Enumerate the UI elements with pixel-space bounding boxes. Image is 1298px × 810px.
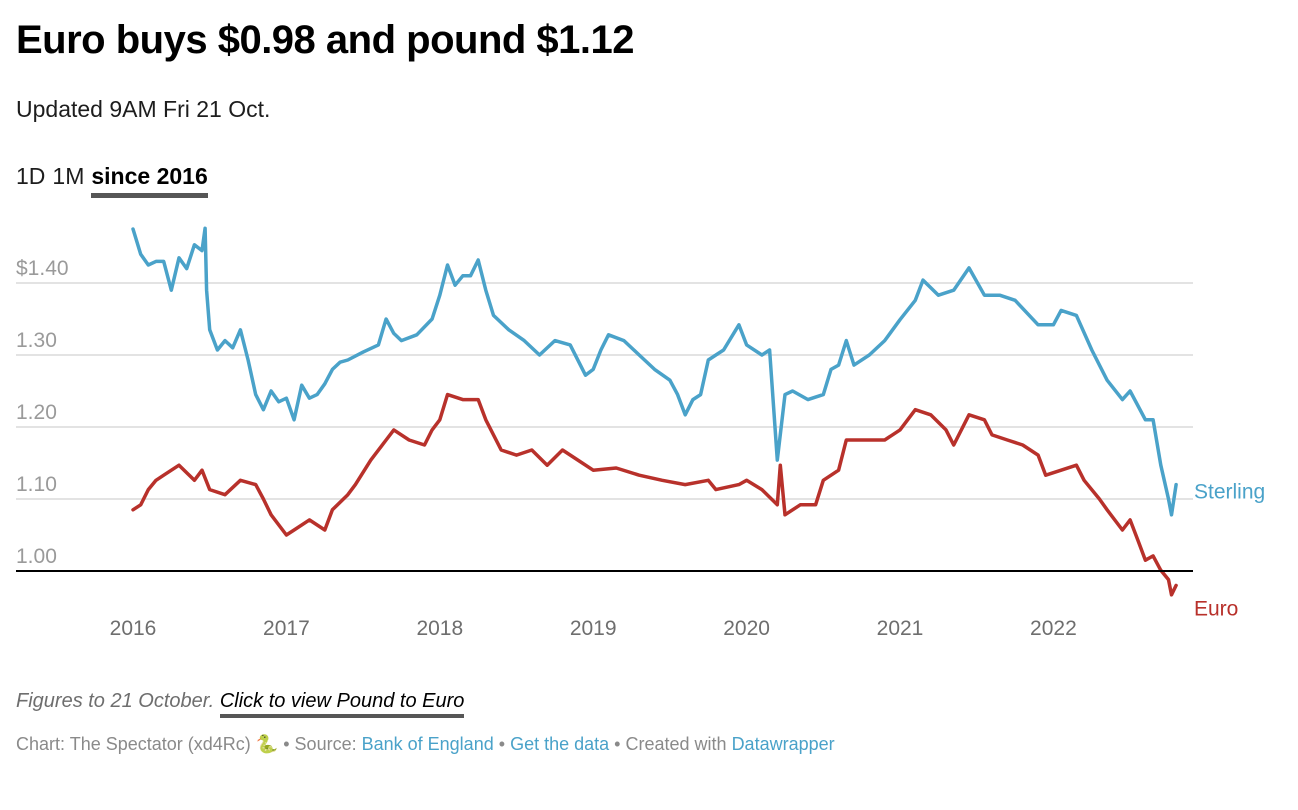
separator: • <box>498 734 506 754</box>
chart-footer: Chart: The Spectator (xd4Rc) 🐍 • Source:… <box>16 734 835 755</box>
series-lines <box>131 226 1178 597</box>
source-link[interactable]: Bank of England <box>361 734 494 754</box>
chart-subtitle: Updated 9AM Fri 21 Oct. <box>16 96 271 122</box>
gridlines <box>16 282 1193 500</box>
series-label-sterling: Sterling <box>1194 481 1265 504</box>
x-tick-label: 2021 <box>877 617 924 640</box>
y-tick-label: 1.10 <box>16 473 57 496</box>
snake-icon: 🐍 <box>255 734 279 754</box>
y-tick-label: 1.30 <box>16 329 57 352</box>
tab-1m[interactable]: 1M <box>52 163 85 189</box>
x-tick-label: 2019 <box>570 617 617 640</box>
y-tick-label: $1.40 <box>16 257 69 280</box>
y-tick-label: 1.00 <box>16 545 57 568</box>
x-tick-label: 2017 <box>263 617 310 640</box>
y-axis: $1.40 1.30 1.20 1.10 1.00 <box>16 257 69 568</box>
x-axis: 2016 2017 2018 2019 2020 2021 2022 <box>110 617 1077 640</box>
view-pound-to-euro-link[interactable]: Click to view Pound to Euro <box>219 690 465 718</box>
range-tabs: 1D 1M since 2016 <box>16 163 208 198</box>
source-prefix: Source: <box>294 734 357 754</box>
y-tick-label: 1.20 <box>16 401 57 424</box>
x-tick-label: 2016 <box>110 617 157 640</box>
x-tick-label: 2022 <box>1030 617 1077 640</box>
series-line-euro <box>131 392 1178 597</box>
datawrapper-link[interactable]: Datawrapper <box>731 734 835 754</box>
chart-title: Euro buys $0.98 and pound $1.12 <box>16 18 635 62</box>
tab-1d[interactable]: 1D <box>16 163 46 189</box>
series-label-euro: Euro <box>1194 597 1238 620</box>
notes-text: Figures to 21 October. <box>16 690 215 712</box>
chart-credit: Chart: The Spectator (xd4Rc) <box>16 734 251 754</box>
series-line-sterling <box>131 226 1178 517</box>
get-data-link[interactable]: Get the data <box>510 734 610 754</box>
separator: • <box>283 734 290 754</box>
line-chart: $1.401.301.201.101.00 2016 2017 2018 2019 20… <box>16 226 1265 640</box>
tab-since-2016[interactable]: since 2016 <box>91 163 208 198</box>
chart-notes: Figures to 21 October. Click to view Pou… <box>16 690 465 718</box>
x-tick-label: 2020 <box>723 617 770 640</box>
created-prefix: Created with <box>625 734 727 754</box>
separator: • <box>614 734 621 754</box>
x-tick-label: 2018 <box>416 617 463 640</box>
series-labels: Sterling Euro <box>1194 481 1265 621</box>
